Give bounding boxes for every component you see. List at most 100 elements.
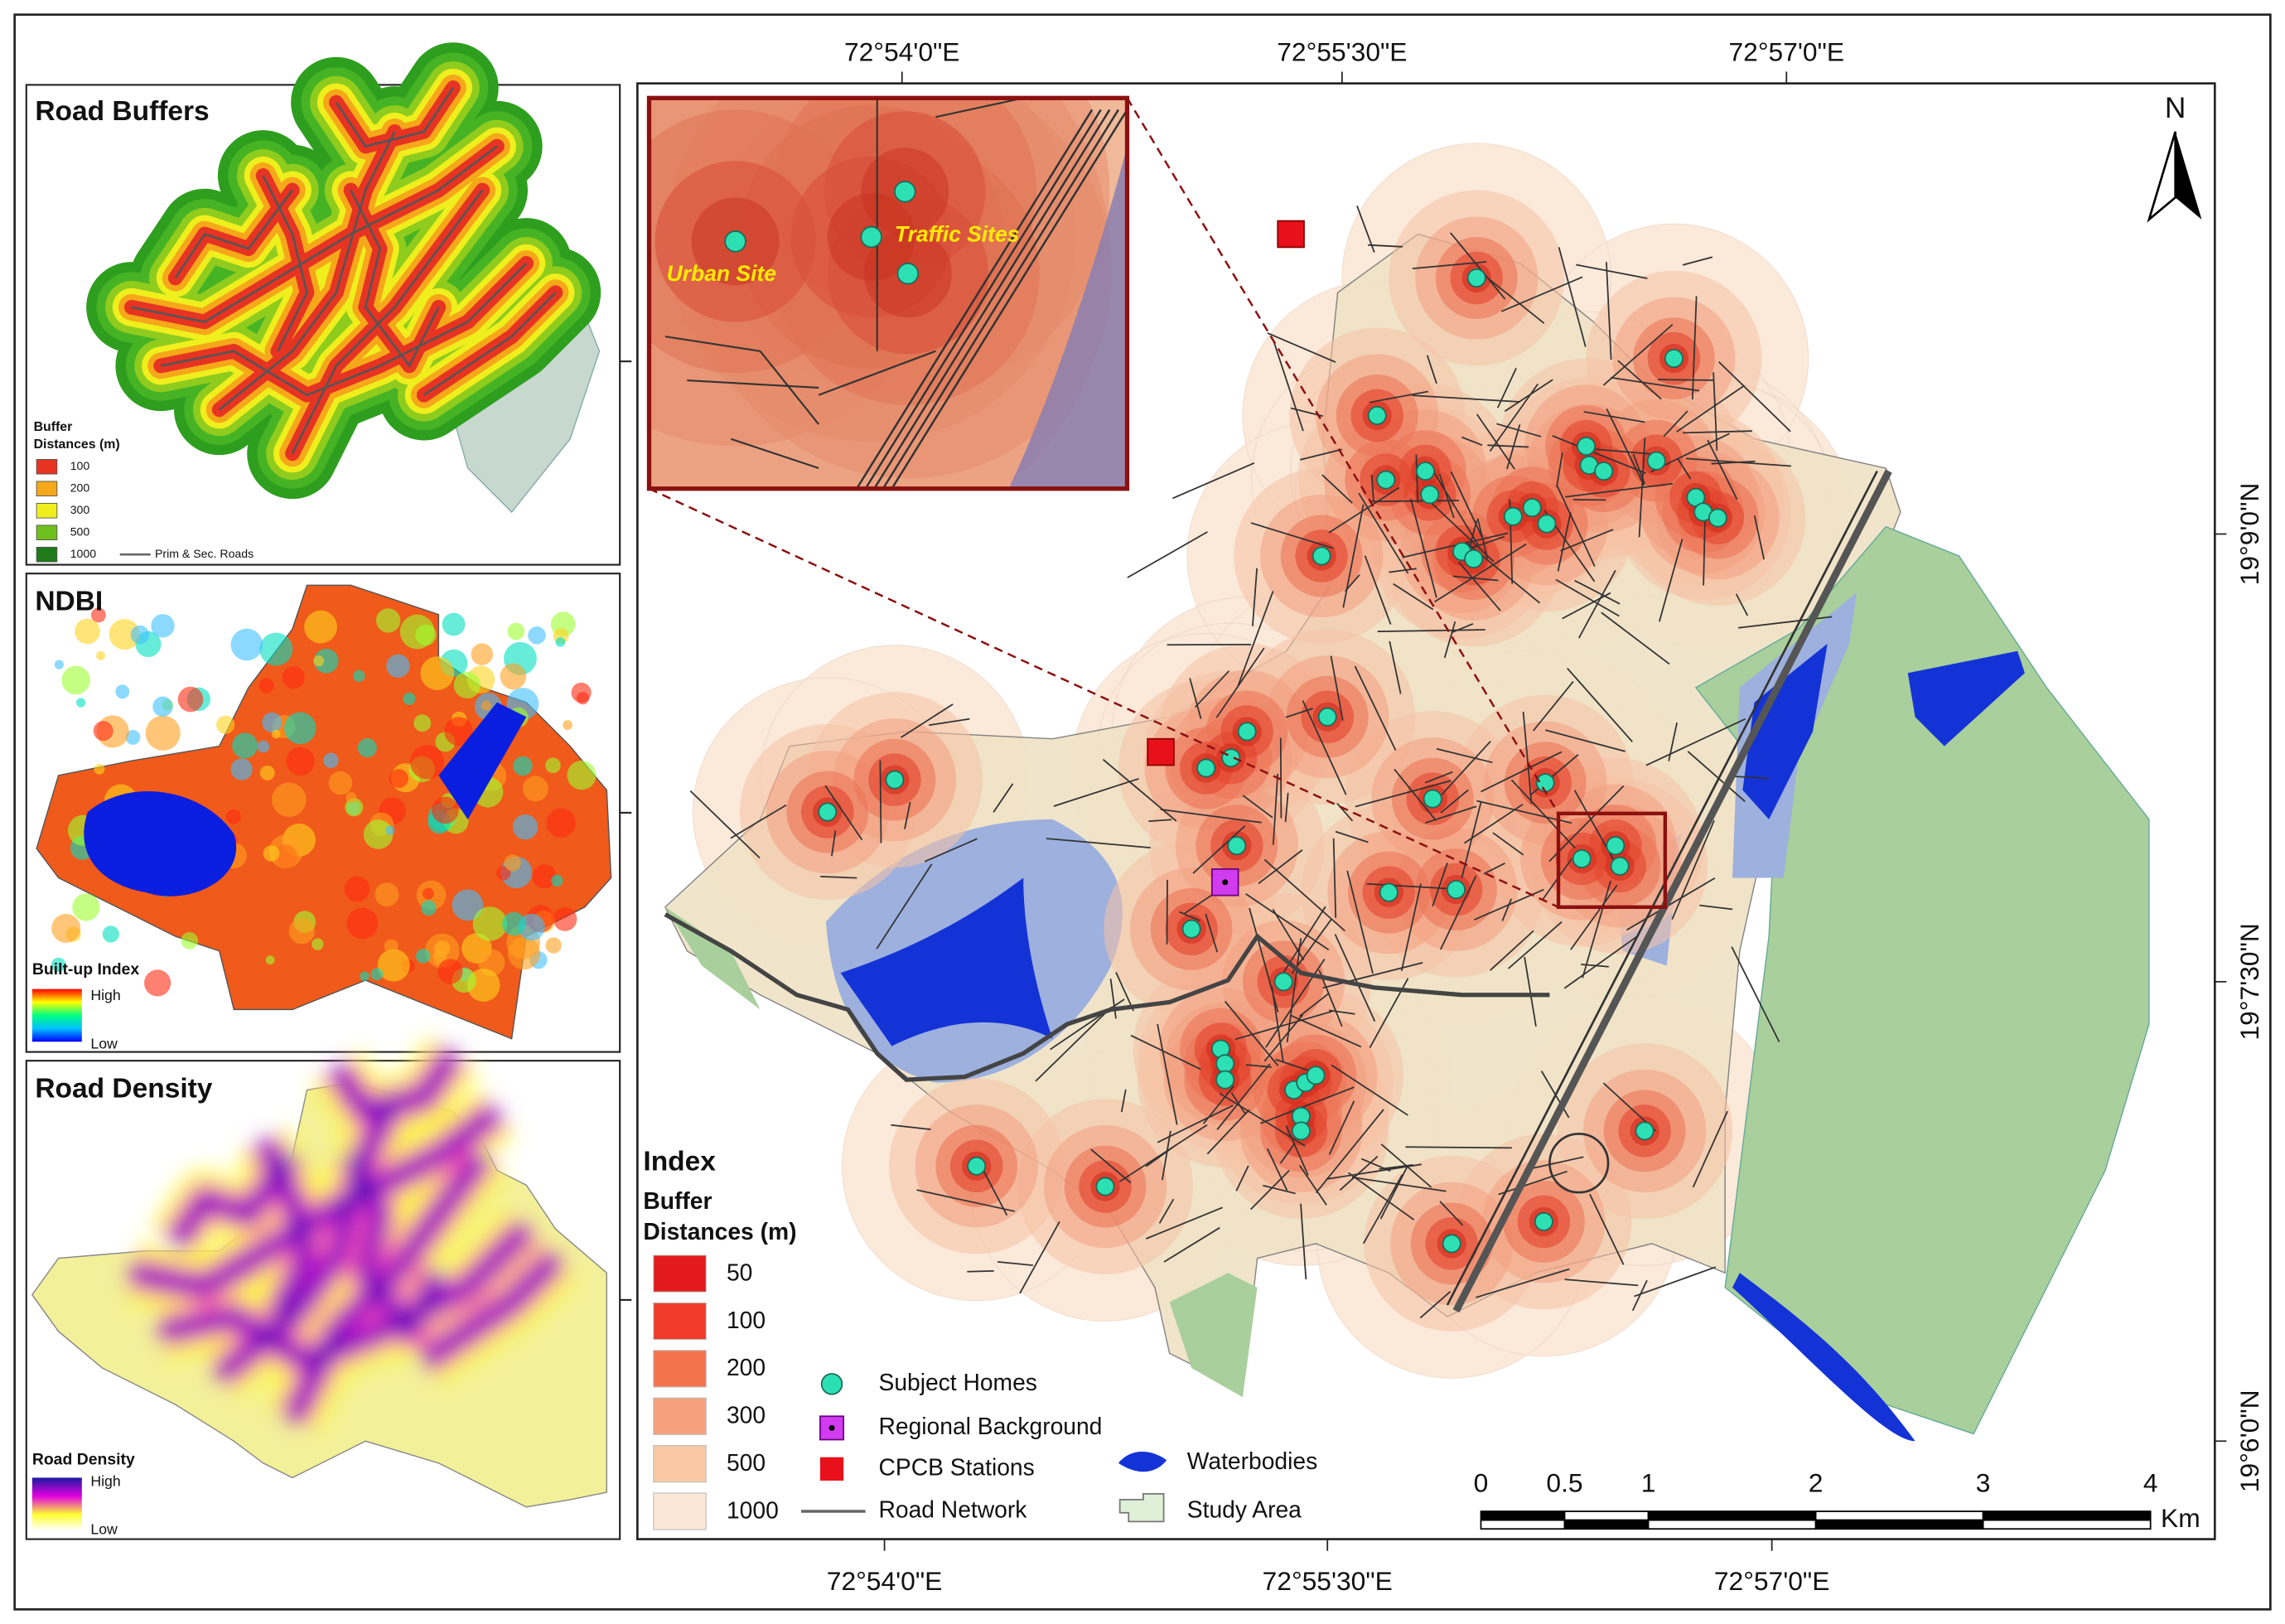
legend-gradient [31,1477,82,1530]
zoom-connector [1126,97,1560,814]
ndbi-patch [230,758,253,781]
road [1249,1170,1290,1211]
subject-home [1537,514,1557,534]
road [1476,800,1572,824]
road [824,785,863,841]
subject-home [1227,836,1247,856]
scale-label: 3 [1976,1468,1991,1498]
ndbi-patch [345,791,357,803]
road [1328,486,1400,534]
road [1328,1100,1355,1155]
road [967,1269,994,1273]
road [1266,1148,1288,1191]
ndbi-patch [389,769,408,789]
road [1335,830,1369,843]
subject-home [1221,748,1241,768]
latitude-label: 19°7'30"N [2234,923,2264,1040]
road [1468,520,1478,549]
road [876,863,933,950]
road [1606,262,1612,360]
inset-road [935,98,1024,118]
legend-swatch [36,459,58,475]
road-network [664,205,1892,1319]
ndbi-patch [61,665,90,695]
ndbi-patch [259,632,293,666]
road [1658,539,1684,622]
road [1179,911,1200,922]
road [1562,592,1611,620]
graticule-labels: 72°54'0"E 72°55'30"E 72°57'0"E 72°54'0"E 72°… [827,37,2264,1596]
road [1481,751,1563,793]
road [1368,244,1403,248]
scale-segment [1647,1510,1817,1521]
road [1118,1124,1208,1182]
road [1354,665,1397,751]
longitude-label: 72°57'0"E [1714,1566,1830,1596]
map-legend: Index Buffer Distances (m) 50 100 200 300 500 10… [643,1147,1317,1530]
ndbi-patch [385,825,395,835]
ndbi-patch [353,669,365,682]
cpcb-station [1277,220,1305,249]
ndbi-patch [259,765,275,781]
ndbi-patch [432,796,459,824]
road [1440,789,1469,814]
ndbi-patch [363,819,394,849]
road [1276,906,1326,984]
road [1556,452,1563,488]
road [982,1169,1008,1216]
outer-frame [13,13,2272,1611]
panel-title: Road Buffers [35,96,209,127]
zoom-connector [648,487,1559,908]
road [1498,1170,1568,1196]
road [1245,892,1330,951]
subject-home [1415,462,1435,481]
legend-swatch [653,1492,707,1530]
road [1234,1010,1332,1041]
ndbi-patch [504,854,521,872]
legend-subtitle: Buffer [643,1187,712,1214]
ndbi-patch [145,715,181,751]
road [1731,946,1780,1042]
road [1328,1009,1355,1015]
ndbi-patch [500,663,527,690]
scale-label: 2 [1809,1468,1824,1498]
road [1631,1279,1648,1312]
road [1115,972,1134,1012]
legend-label: High [90,1472,120,1489]
legend-label: Study Area [1187,1496,1302,1522]
subject-home [1215,1070,1235,1090]
ndbi-patch [323,752,339,769]
road [1601,611,1670,665]
density-band [287,1152,487,1422]
road [1389,568,1417,573]
subject-home [967,1156,987,1176]
road [1183,893,1214,915]
legend-label: 200 [727,1354,766,1380]
ndbi-patch [328,771,353,795]
road [1492,832,1524,856]
road [1339,1155,1379,1191]
ndbi-patch [284,712,316,745]
road [350,189,440,368]
road [1279,737,1283,819]
road [1267,332,1336,363]
legend-water [1118,1452,1167,1472]
road [1582,880,1611,979]
road [1263,1014,1304,1062]
legend-label: Low [90,1521,118,1538]
road [1157,1104,1234,1143]
ndbi-patch [130,625,150,645]
inset-label: Urban Site [667,261,776,286]
road [1483,863,1505,875]
ndbi-patch [399,614,435,650]
road [1663,410,1688,437]
road [1450,232,1506,300]
subject-home [1306,1066,1326,1085]
road [174,189,293,279]
road [1379,1166,1408,1220]
road [1405,1146,1512,1149]
ndbi-patch [232,732,258,759]
ndbi-patch [230,628,263,661]
inset-road [730,437,819,470]
road [924,838,978,863]
